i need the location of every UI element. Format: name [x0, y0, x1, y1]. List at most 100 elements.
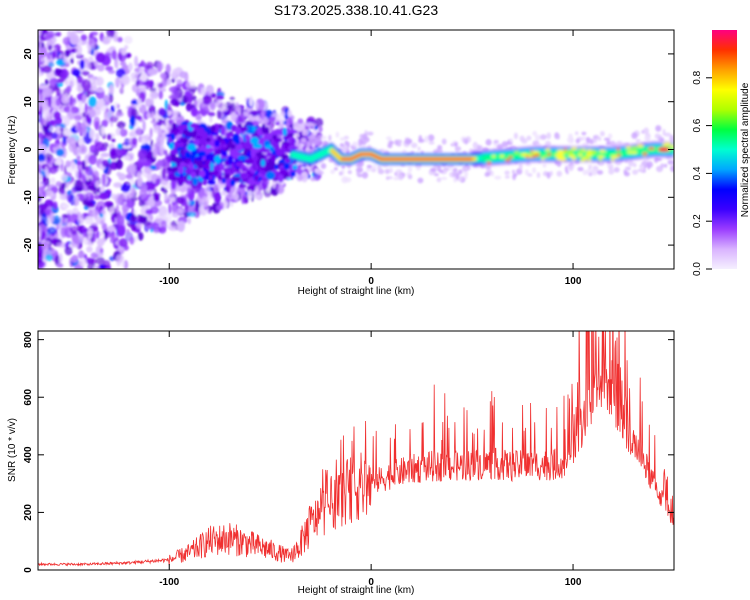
spectrogram-blob [44, 165, 49, 176]
ridge-speckle [637, 144, 644, 148]
spectrogram-cluster [233, 176, 241, 182]
spectrogram-blob [48, 166, 58, 174]
spectrogram-haze [591, 168, 595, 174]
spectrogram-blob [92, 231, 97, 243]
ridge-speckle [586, 153, 592, 157]
spectrogram-blob [48, 77, 59, 87]
colorbar-tick-label: 0.2 [692, 214, 703, 228]
spectrogram-haze [300, 137, 307, 143]
spectrogram-blob [143, 62, 147, 68]
spectrogram-cluster [167, 155, 172, 163]
spectrogram-blob [135, 115, 142, 120]
spectrogram-cluster [170, 133, 176, 141]
spectrogram-blob [241, 193, 246, 205]
spectrogram-cluster [266, 151, 272, 157]
spectrogram-blob [179, 71, 188, 79]
spectrogram-blob [171, 78, 176, 83]
spectrogram-blob [160, 187, 165, 192]
spectrogram-haze [597, 136, 602, 141]
spectrogram-haze [395, 139, 403, 144]
spectrogram-cluster [290, 171, 296, 178]
spectrogram-blob [283, 108, 290, 120]
spectrogram-haze [357, 160, 364, 167]
spectrogram-blob [220, 191, 226, 196]
spectrogram-blob [47, 96, 52, 108]
spectrogram-blob [38, 173, 43, 178]
spectrogram-cluster [171, 122, 177, 132]
colorbar-label: Normalized spectral amplitude [740, 82, 750, 217]
spectrogram-blob [80, 34, 88, 41]
spectrogram-blob [177, 220, 186, 232]
spectrogram-blob [124, 35, 133, 44]
spectrogram-haze [418, 135, 423, 142]
spectrogram-blob [75, 30, 85, 34]
snr-frame [37, 330, 675, 571]
spectrogram-haze [386, 176, 389, 181]
spectrogram-haze [338, 171, 343, 176]
spectrogram-blob [77, 251, 86, 259]
ridge-speckle [662, 143, 668, 146]
spectrogram-haze [526, 135, 532, 141]
spectrogram-cluster [232, 133, 240, 144]
spectrogram-haze [404, 138, 412, 145]
spectrogram-blob [51, 237, 58, 244]
spectrogram-blob [175, 196, 186, 204]
spectrogram-blob [88, 109, 96, 118]
spectrogram-blob [186, 187, 192, 194]
spectrogram-cluster [182, 129, 189, 136]
spectrogram-blob [93, 116, 101, 129]
spectrogram-blob [52, 201, 58, 210]
spectrogram-haze [294, 143, 301, 147]
spectrogram-cluster [214, 155, 221, 164]
spectrogram-blob [82, 200, 93, 206]
spectrogram-blob [81, 70, 90, 76]
spectrogram-blob [92, 187, 99, 195]
snr-series-line [38, 331, 674, 567]
colorbar-ticks: 0.0 0.2 0.4 0.6 0.8 [692, 70, 712, 276]
spectrogram-cluster [194, 139, 200, 146]
spectrogram-blob [69, 34, 80, 45]
spectrogram-haze [388, 167, 393, 174]
spectrogram-blob [38, 132, 45, 139]
spectrogram-blob [318, 125, 323, 133]
spectrogram-blob [137, 176, 143, 188]
spectrogram-haze [393, 176, 400, 181]
spectrogram-blob [129, 236, 135, 245]
spectrogram-blob [77, 213, 85, 225]
spectrogram-blob [150, 91, 159, 100]
spectrogram-blob [116, 224, 126, 237]
chart-title: S173.2025.338.10.41.G23 [274, 2, 438, 18]
spectrogram-blob [146, 112, 152, 119]
spectrogram-blob [38, 85, 47, 90]
spectrogram-cluster [265, 144, 273, 149]
spectrogram-cluster [186, 143, 197, 152]
spectrogram-cluster [207, 180, 216, 185]
spectrogram-blob [47, 44, 53, 52]
spectrogram-blob [49, 211, 54, 223]
spectrogram-blob [184, 201, 189, 213]
ridge-speckle [577, 153, 583, 157]
spectrogram-haze [335, 131, 340, 138]
spectrogram-blob [166, 78, 172, 86]
spectrogram-blob [130, 197, 138, 201]
spectrogram-blob [145, 133, 152, 142]
spectrogram-blob [82, 93, 86, 103]
spectrogram-cluster [208, 175, 213, 180]
spectrogram-haze [532, 131, 538, 136]
spectrogram-cluster [228, 132, 234, 137]
spectrogram-haze [328, 134, 332, 142]
spectrogram-blob [62, 36, 72, 46]
spectrogram-blob [55, 148, 65, 157]
spectrogram-cluster [214, 139, 220, 148]
spectrogram-blob [94, 141, 105, 152]
spectrogram-blob [164, 193, 168, 201]
spectrogram-haze [582, 169, 588, 176]
ridge-band-green [471, 146, 674, 163]
spectrogram-blob [142, 220, 152, 226]
spectrogram-blob [115, 254, 124, 263]
spectrogram-blob [276, 184, 285, 195]
spectrogram-blob [116, 171, 122, 177]
spectrogram-haze [424, 135, 429, 143]
